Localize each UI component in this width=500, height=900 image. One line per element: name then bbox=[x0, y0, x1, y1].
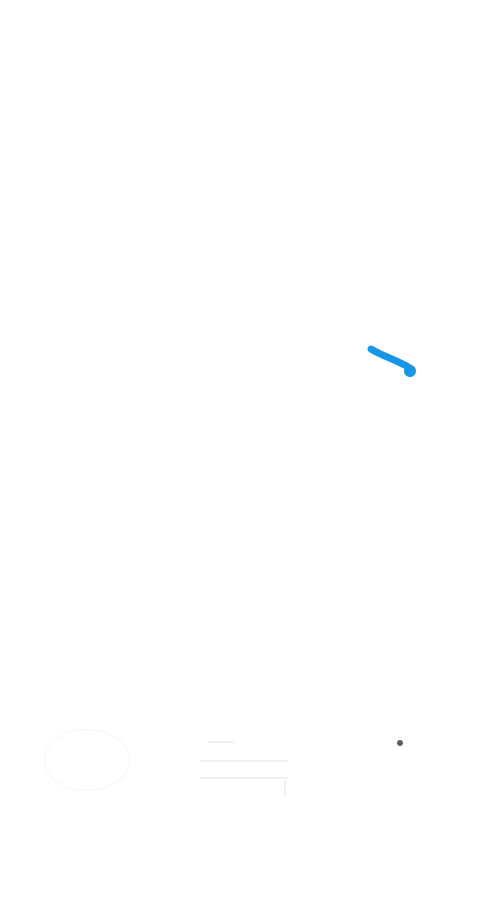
menu-tick bbox=[284, 780, 286, 796]
dot-icon bbox=[397, 740, 403, 746]
circle-outline-icon[interactable] bbox=[44, 729, 130, 791]
menu-lines-icon[interactable] bbox=[200, 733, 295, 799]
blue-stroke bbox=[367, 345, 416, 377]
bottom-controls bbox=[0, 705, 500, 815]
menu-line bbox=[200, 777, 288, 779]
menu-line bbox=[208, 741, 234, 743]
drawing-canvas[interactable] bbox=[0, 0, 500, 700]
menu-line bbox=[200, 760, 288, 762]
